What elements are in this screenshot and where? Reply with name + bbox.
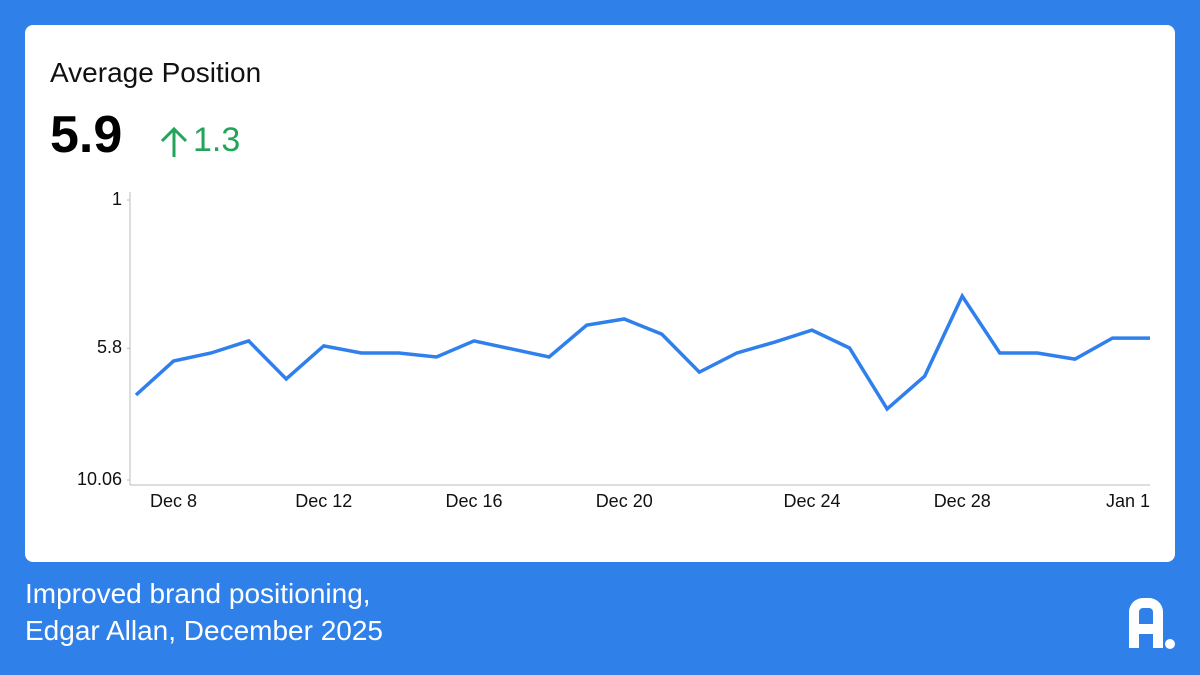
chart: 1 5.8 10.06 Dec 8 Dec 12 Dec 16 Dec 20 Dec 24 De… [77,189,1150,511]
y-tick-label: 10.06 [77,469,122,489]
card-title: Average Position [50,57,262,88]
x-tick-label: Dec 20 [596,491,653,511]
caption-line: Improved brand positioning, [25,578,371,609]
x-tick-label: Dec 16 [445,491,502,511]
x-tick-label: Dec 12 [295,491,352,511]
y-tick-label: 5.8 [97,337,122,357]
data-line [134,292,1150,412]
metric-value: 5.9 [50,106,123,164]
y-tick-label: 1 [112,189,122,209]
metric-change: 1.3 [193,121,241,159]
x-tick-label: Dec 8 [150,491,197,511]
card: Average Position 5.9 1.3 [25,25,1175,562]
up-arrow-icon [160,126,188,157]
caption: Improved brand positioning, Edgar Allan,… [25,575,383,649]
x-tick-label: Dec 24 [783,491,840,511]
x-tick-label: Dec 28 [934,491,991,511]
x-tick-label: Jan 1 [1106,491,1150,511]
caption-line: Edgar Allan, December 2025 [25,615,383,646]
logo [1129,598,1175,649]
